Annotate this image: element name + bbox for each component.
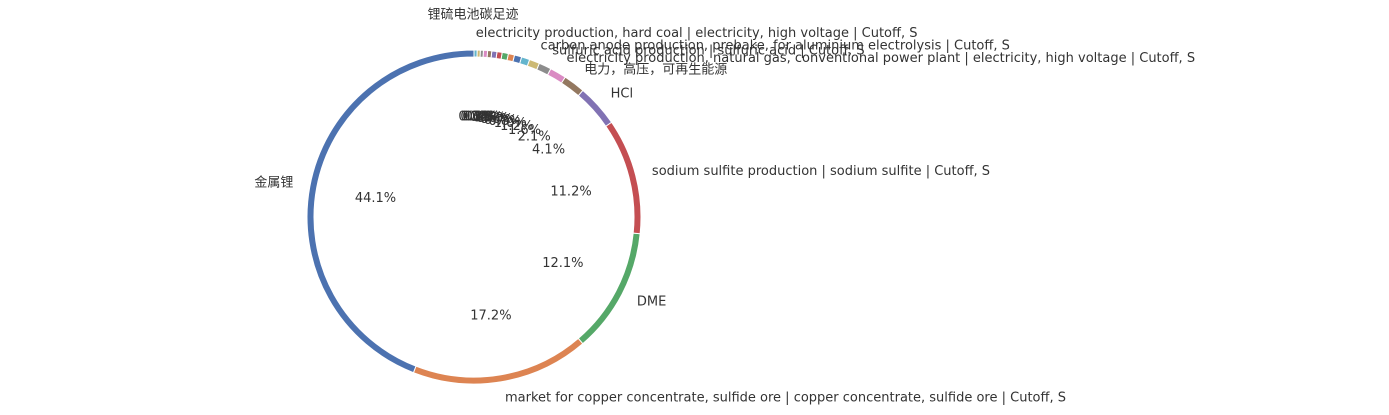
percent-label: 0.6%: [476, 111, 509, 126]
percent-label: 12.1%: [542, 256, 583, 271]
chart-title: 锂硫电池碳足迹: [427, 8, 518, 23]
slice-label: sulfuric acid production | sulfuric acid…: [552, 43, 864, 58]
pie-slice: [560, 76, 584, 97]
percent-label: 0.6%: [480, 112, 513, 127]
pie-slice: [605, 121, 642, 235]
slice-label: HCl: [611, 87, 633, 102]
pie-slice: [577, 89, 613, 127]
percent-label: 2.1%: [518, 129, 551, 144]
slice-label: carbon anode production, prebake, for al…: [541, 38, 1010, 53]
percent-label: 11.2%: [550, 185, 591, 200]
percent-label: 0.5%: [470, 110, 503, 125]
slice-label: 电力，高压，可再生能源: [584, 62, 727, 78]
slice-label: 金属锂: [254, 175, 293, 191]
slice-label: electricity production, hard coal | elec…: [476, 26, 918, 41]
percent-label: 17.2%: [470, 308, 511, 323]
percent-label: 0.5%: [473, 110, 506, 125]
percent-label: 0.4%: [467, 110, 500, 125]
pie-slice: [306, 49, 475, 374]
percent-label: 0.7%: [484, 113, 517, 128]
percent-label: 4.1%: [532, 143, 565, 158]
percent-label: 0.3%: [460, 109, 493, 124]
pie-slice: [473, 49, 478, 58]
pie-slice: [412, 337, 584, 385]
slice-label: electricity production, natural gas, con…: [567, 51, 1196, 66]
slice-label: market for copper concentrate, sulfide o…: [505, 391, 1066, 406]
percent-label: 1.2%: [500, 119, 533, 134]
pie-slice: [577, 232, 641, 345]
percent-label: 0.3%: [458, 109, 491, 124]
percent-label: 0.3%: [462, 109, 495, 124]
percent-label: 44.1%: [355, 191, 396, 206]
slice-label: sodium sulfite production | sodium sulfi…: [652, 164, 990, 179]
percent-label: 1.6%: [508, 123, 541, 138]
percent-label: 0.4%: [464, 110, 497, 125]
slice-label: DME: [637, 294, 666, 309]
percent-label: 1.0%: [494, 116, 527, 131]
percent-label: 0.8%: [488, 114, 521, 129]
